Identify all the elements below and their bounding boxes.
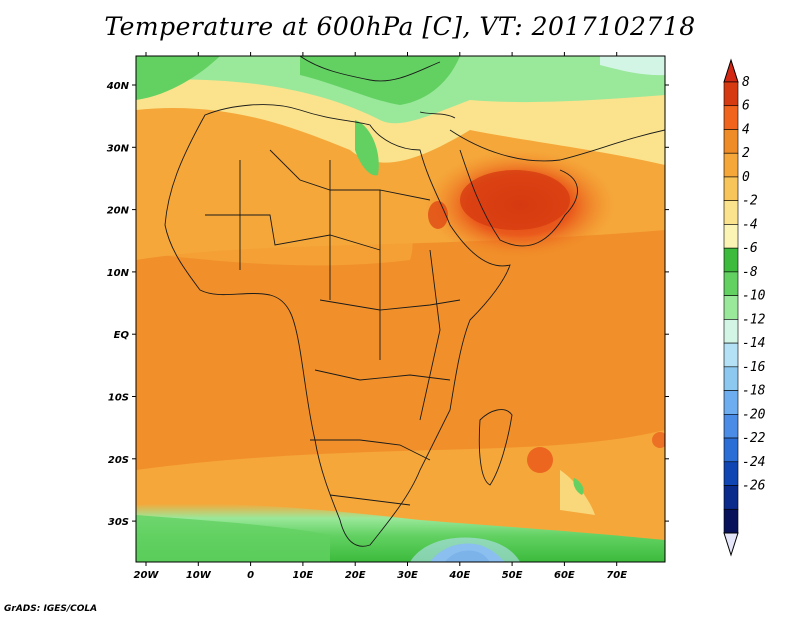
lon-label: 30E	[397, 570, 418, 581]
lat-label: EQ	[114, 330, 130, 341]
colorbar-label: 8	[742, 75, 750, 90]
colorbar-swatch	[723, 390, 739, 415]
colorbar-label: -8	[742, 265, 758, 280]
colorbar-over-arrow	[723, 58, 739, 83]
colorbar-swatch	[723, 437, 739, 463]
colorbar-swatch	[723, 319, 739, 344]
colorbar-label: 2	[742, 146, 750, 161]
colorbar-swatch	[723, 176, 739, 201]
lat-label: 10S	[108, 393, 129, 404]
colorbar-label: -6	[742, 241, 758, 256]
colorbar-label: -18	[742, 384, 766, 399]
lon-label: 50E	[502, 570, 523, 581]
colorbar-swatch	[723, 461, 739, 486]
colorbar-swatch	[723, 295, 739, 320]
colorbar-label: -26	[742, 479, 766, 494]
colorbar-label: -2	[742, 194, 758, 209]
chart-title: Temperature at 600hPa [C], VT: 201710271…	[104, 12, 696, 41]
colorbar-swatch	[723, 224, 739, 249]
lon-label: 10W	[186, 570, 212, 581]
lon-label: 70E	[606, 570, 627, 581]
lat-label: 20S	[108, 455, 129, 466]
lat-label: 10N	[107, 268, 130, 279]
lon-label: 40E	[448, 570, 470, 581]
colorbar: 8 6 4 2 0 -2 -4 -6 -8 -10 -12 -14 -16 -18 -20 -22 -24 -26	[723, 58, 766, 557]
colorbar-label: -24	[742, 455, 765, 470]
colorbar-swatch	[723, 485, 739, 510]
colorbar-swatch	[723, 414, 739, 439]
latitude-axis: 40N 30N 20N 10N EQ 10S 20S 30S	[106, 81, 669, 528]
colorbar-swatch	[723, 342, 739, 368]
temperature-field	[136, 56, 665, 562]
colorbar-swatch	[723, 200, 739, 225]
longitude-axis: 20W 10W 0 10E 20E 30E 40E 50E 60E 70E	[134, 52, 627, 581]
lat-label: 30S	[108, 517, 129, 528]
colorbar-swatch	[723, 271, 739, 296]
colorbar-swatch	[723, 129, 739, 154]
lat-label: 40N	[106, 81, 130, 92]
colorbar-label: -10	[742, 289, 766, 304]
lat-label: 30N	[107, 143, 130, 154]
colorbar-swatch	[723, 247, 739, 273]
colorbar-label: -12	[742, 312, 766, 327]
colorbar-swatch	[723, 81, 739, 107]
colorbar-label: -16	[742, 360, 766, 375]
colorbar-swatch	[723, 152, 739, 178]
colorbar-under-arrow	[723, 532, 739, 557]
colorbar-label: 4	[742, 122, 750, 137]
colorbar-swatch	[723, 508, 739, 534]
lon-label: 0	[247, 570, 254, 581]
credit-label: GrADS: IGES/COLA	[4, 604, 98, 614]
lat-label: 20N	[107, 206, 130, 217]
colorbar-label: -4	[742, 217, 758, 232]
lon-label: 20E	[345, 570, 366, 581]
colorbar-label: 0	[742, 170, 750, 185]
colorbar-label: -20	[742, 407, 766, 422]
lon-label: 10E	[293, 570, 314, 581]
colorbar-swatch	[723, 105, 739, 130]
coastline-outlines	[164, 56, 665, 547]
colorbar-label: 6	[742, 99, 750, 114]
plot-frame	[135, 55, 666, 563]
colorbar-label: -14	[742, 336, 765, 351]
colorbar-swatch	[723, 366, 739, 391]
lon-label: 60E	[554, 570, 575, 581]
lon-label: 20W	[134, 570, 160, 581]
colorbar-label: -22	[742, 431, 766, 446]
